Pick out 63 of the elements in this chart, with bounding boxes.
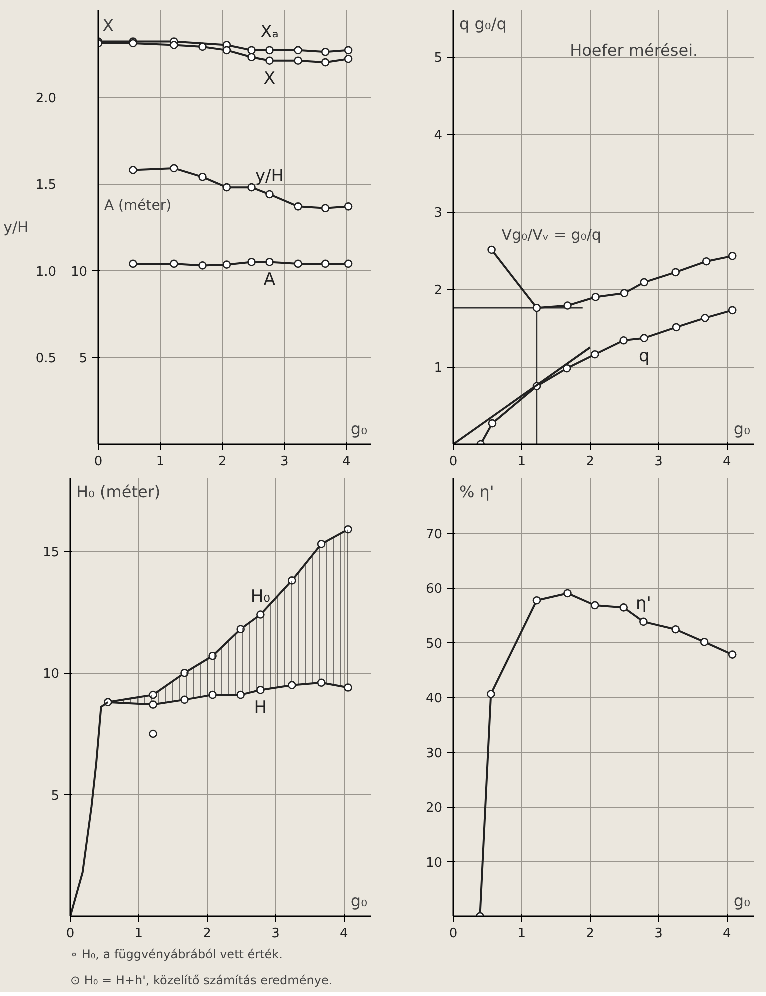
y-tick-label: 50 [426,636,443,652]
x-axis-title: g₀ [350,420,368,438]
text: ⊙ H₀ = H+h', közelítő számítás eredménye. [70,974,333,988]
text: ∘ H₀, a függvényábrából vett érték. [70,948,283,962]
x-tick-label: 0 [66,926,75,942]
x-tick-label: 2 [218,454,227,470]
y-tick-label: 60 [426,582,443,597]
x-tick-label: 0 [94,454,103,470]
y-tick-label: 40 [426,692,443,706]
x-tick-label: 4 [340,926,348,942]
series-label: X [264,68,276,89]
x-axis-title: g₀ [734,892,751,910]
series-label: H [254,698,268,718]
y-tick-label: 1 [434,361,443,376]
y-tick-label: 15 [42,546,60,560]
x-tick-label: 0 [449,926,458,942]
annotation: Vg₀/Vᵥ = g₀/q [502,226,602,244]
series-label: A [264,270,276,290]
x-tick-label: 2 [203,926,212,942]
x-tick-label: 1 [518,454,526,470]
x-tick-label: 3 [654,454,663,470]
y-tick-label: 1.0 [36,264,57,280]
x-tick-label: 4 [723,454,732,470]
series-label: q [638,346,650,366]
x-tick-label: 3 [654,926,663,942]
text: Hoefer mérései. [570,40,698,60]
x-tick-label: 3 [280,454,289,470]
y-tick-label: 5 [51,788,60,804]
y2-tick-label: 5 [79,352,88,367]
y-tick-label: 10 [426,856,443,871]
y-tick-label: 2.0 [36,91,57,106]
x-tick-label: 4 [723,926,732,942]
x-axis-title: g₀ [734,420,751,438]
x-tick-label: 1 [518,926,526,942]
y-tick-label: 10 [42,667,60,682]
y-tick-label: 5 [434,51,443,66]
y2-axis-title: A (méter) [104,198,172,214]
annotation: X [102,16,114,37]
x-tick-label: 2 [586,454,594,470]
y-axis-title: y/H [4,218,29,236]
x-tick-label: 1 [156,454,165,470]
x-axis-title: g₀ [350,892,368,910]
y-tick-label: 3 [434,206,443,221]
y-tick-label: 20 [426,801,443,816]
series-label: H₀ [250,586,271,607]
y-axis-title: % η' [460,482,494,502]
y-tick-label: 2 [434,284,443,298]
series-label: η' [636,594,652,614]
series-label: y/H [255,166,284,187]
y2-tick-label: 10 [70,264,88,280]
x-tick-label: 0 [449,454,458,470]
series-label: Xₐ [260,22,279,42]
y-axis-title: H₀ (méter) [76,482,161,502]
y-axis-title: q g₀/q [460,14,507,34]
y-tick-label: 30 [426,746,443,762]
x-tick-label: 1 [134,926,144,942]
x-tick-label: 4 [342,454,351,470]
y-tick-label: 0.5 [36,352,57,367]
x-tick-label: 3 [272,926,280,942]
x-tick-label: 2 [586,926,594,942]
y-tick-label: 1.5 [36,178,57,194]
y-tick-label: 70 [426,527,443,542]
y-tick-label: 4 [434,128,443,144]
